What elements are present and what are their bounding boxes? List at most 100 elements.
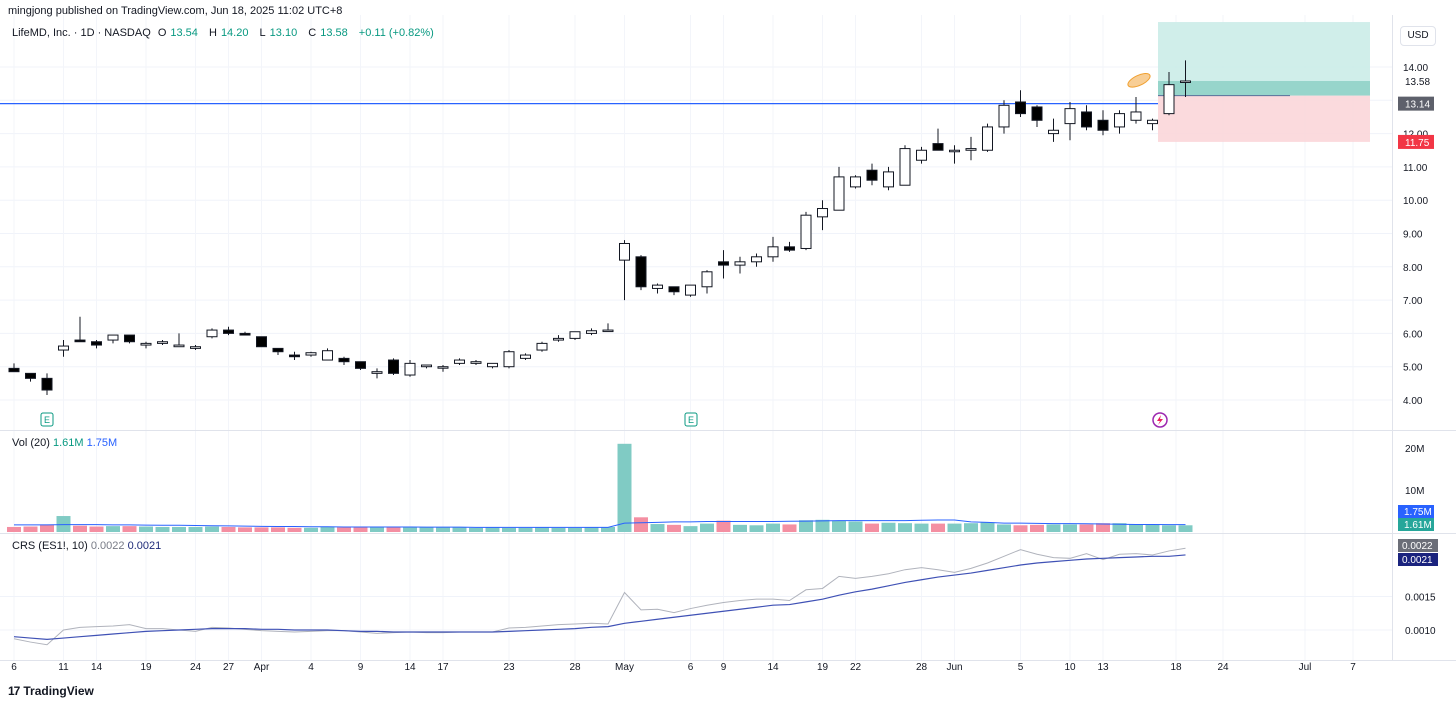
candle-up: [833, 176, 845, 211]
candle-down: [8, 367, 20, 373]
volume-bar: [1129, 524, 1143, 532]
volume-bar: [931, 523, 945, 532]
candle-down: [256, 336, 267, 348]
volume-legend[interactable]: Vol (20) 1.61M 1.75M: [12, 437, 117, 449]
volume-bar: [865, 523, 879, 532]
volume-bar: [287, 527, 302, 532]
candle-up: [982, 126, 993, 151]
time-tick-label: 4: [308, 662, 314, 673]
candle-up: [173, 344, 185, 348]
volume-bar: [172, 526, 186, 532]
candle-up: [701, 271, 713, 288]
candle-down: [223, 329, 234, 334]
volume-bar: [997, 524, 1011, 532]
publish-attribution: mingjong published on TradingView.com, J…: [8, 5, 343, 17]
volume-bar: [452, 527, 467, 532]
time-tick-label: 6: [11, 662, 17, 673]
crs-ma-value: 0.0021: [127, 540, 162, 552]
high-value: 14.20: [220, 27, 249, 39]
volume-bar: [1178, 525, 1193, 532]
candle-up: [569, 331, 581, 339]
earnings-marker[interactable]: [684, 412, 698, 427]
volume-ma-badge: 1.75M: [1404, 507, 1432, 518]
volume-bar: [848, 521, 863, 532]
low-label: L: [259, 27, 266, 39]
volume-bar: [485, 527, 500, 532]
volume-bar: [700, 523, 714, 532]
candle-up: [190, 346, 201, 349]
crs-badge: 0.0022: [1402, 541, 1433, 552]
candle-down: [25, 372, 36, 379]
price-tick-label: 7.00: [1403, 296, 1423, 307]
price-tick-label: 8.00: [1403, 263, 1423, 274]
time-tick-label: Apr: [254, 662, 270, 673]
earnings-marker-label: E: [688, 415, 694, 425]
high-label: H: [208, 27, 217, 39]
candle-up: [322, 350, 333, 361]
time-tick-label: 24: [190, 662, 202, 673]
candle-down: [239, 332, 251, 336]
candle-up: [817, 208, 828, 218]
earnings-marker-label: E: [44, 415, 50, 425]
volume-bar: [964, 523, 978, 532]
price-badge-2: 11.75: [1405, 138, 1430, 149]
volume-bar: [881, 522, 896, 532]
volume-bar: [56, 516, 71, 532]
time-tick-label: 24: [1217, 662, 1229, 673]
horizontal-level[interactable]: [0, 71, 1158, 105]
tradingview-footer[interactable]: 17 TradingView: [8, 684, 94, 698]
candle-down: [1081, 111, 1092, 128]
price-tick-label: 10.00: [1403, 196, 1428, 207]
volume-pane: [7, 443, 1193, 532]
earnings-marker[interactable]: [40, 412, 54, 427]
stop-zone[interactable]: [1158, 95, 1370, 142]
time-tick-label: 23: [503, 662, 515, 673]
candle-down: [668, 286, 680, 293]
volume-bar: [337, 527, 351, 532]
candle-up: [767, 246, 779, 258]
volume-bar: [23, 526, 38, 532]
crs-badge-bg: [1398, 539, 1438, 552]
time-tick-label: 6: [688, 662, 694, 673]
volume-bar: [1030, 524, 1044, 532]
volume-bar: [782, 524, 797, 532]
candle-up: [619, 242, 630, 261]
candle-up: [371, 371, 383, 374]
position-zones[interactable]: [1158, 22, 1370, 142]
crs-ma-line: [13, 554, 1186, 640]
candle-up: [157, 341, 168, 344]
volume-bar: [155, 526, 170, 532]
crs-legend[interactable]: CRS (ES1!, 10) 0.0022 0.0021: [12, 540, 161, 552]
candle-up: [1130, 111, 1142, 121]
candle-up: [800, 214, 812, 249]
volume-ma-value: 1.75M: [86, 437, 118, 449]
candle-up: [652, 284, 663, 289]
time-tick-label: 27: [223, 662, 235, 673]
candle-up: [899, 148, 911, 186]
volume-badge-bg: [1398, 518, 1434, 531]
price-badge-bg: [1398, 134, 1434, 149]
volume-bar: [667, 524, 681, 532]
candle-up: [140, 342, 152, 346]
highlight-ellipse[interactable]: [1126, 71, 1152, 90]
time-tick-label: 14: [767, 662, 779, 673]
time-tick-label: 28: [569, 662, 581, 673]
volume-bar: [650, 524, 665, 532]
volume-tick-label: 20M: [1405, 444, 1424, 455]
candle-up: [421, 364, 432, 368]
symbol-legend[interactable]: LifeMD, Inc. · 1D · NASDAQ O 13.54 H 14.20…: [12, 27, 438, 39]
axes: 4.005.006.007.008.009.0010.0011.0012.001…: [0, 15, 1456, 673]
time-tick-label: 9: [358, 662, 364, 673]
low-value: 13.10: [269, 27, 298, 39]
volume-tick-label: 10M: [1405, 486, 1424, 497]
candle-up: [949, 149, 960, 153]
currency-button[interactable]: USD: [1400, 26, 1436, 46]
candle-down: [932, 143, 944, 151]
volume-bar: [122, 526, 137, 532]
candle-up: [553, 337, 564, 341]
crs-ma-badge: 0.0021: [1402, 555, 1433, 566]
price-badge-0: 13.58: [1405, 77, 1430, 88]
candle-up: [916, 149, 927, 161]
